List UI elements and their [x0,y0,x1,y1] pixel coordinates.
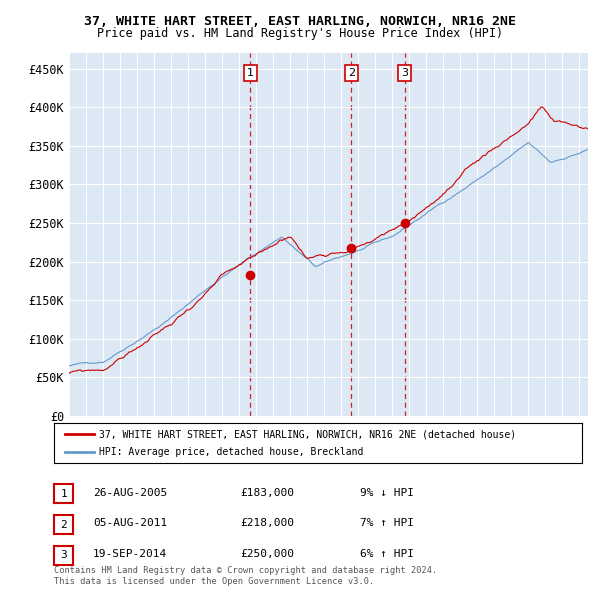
Text: £250,000: £250,000 [240,549,294,559]
Text: 3: 3 [60,550,67,560]
Text: Price paid vs. HM Land Registry's House Price Index (HPI): Price paid vs. HM Land Registry's House … [97,27,503,40]
Text: 6% ↑ HPI: 6% ↑ HPI [360,549,414,559]
Text: This data is licensed under the Open Government Licence v3.0.: This data is licensed under the Open Gov… [54,577,374,586]
Text: 19-SEP-2014: 19-SEP-2014 [93,549,167,559]
Text: 9% ↓ HPI: 9% ↓ HPI [360,488,414,497]
Text: 2: 2 [348,68,355,78]
Text: 2: 2 [60,520,67,529]
Text: £183,000: £183,000 [240,488,294,497]
Text: 1: 1 [247,68,254,78]
Text: Contains HM Land Registry data © Crown copyright and database right 2024.: Contains HM Land Registry data © Crown c… [54,566,437,575]
Text: £218,000: £218,000 [240,519,294,528]
Text: HPI: Average price, detached house, Breckland: HPI: Average price, detached house, Brec… [99,447,363,457]
Text: 3: 3 [401,68,408,78]
Text: 37, WHITE HART STREET, EAST HARLING, NORWICH, NR16 2NE: 37, WHITE HART STREET, EAST HARLING, NOR… [84,15,516,28]
Text: 05-AUG-2011: 05-AUG-2011 [93,519,167,528]
Text: 26-AUG-2005: 26-AUG-2005 [93,488,167,497]
Text: 7% ↑ HPI: 7% ↑ HPI [360,519,414,528]
Text: 1: 1 [60,489,67,499]
Text: 37, WHITE HART STREET, EAST HARLING, NORWICH, NR16 2NE (detached house): 37, WHITE HART STREET, EAST HARLING, NOR… [99,430,516,440]
